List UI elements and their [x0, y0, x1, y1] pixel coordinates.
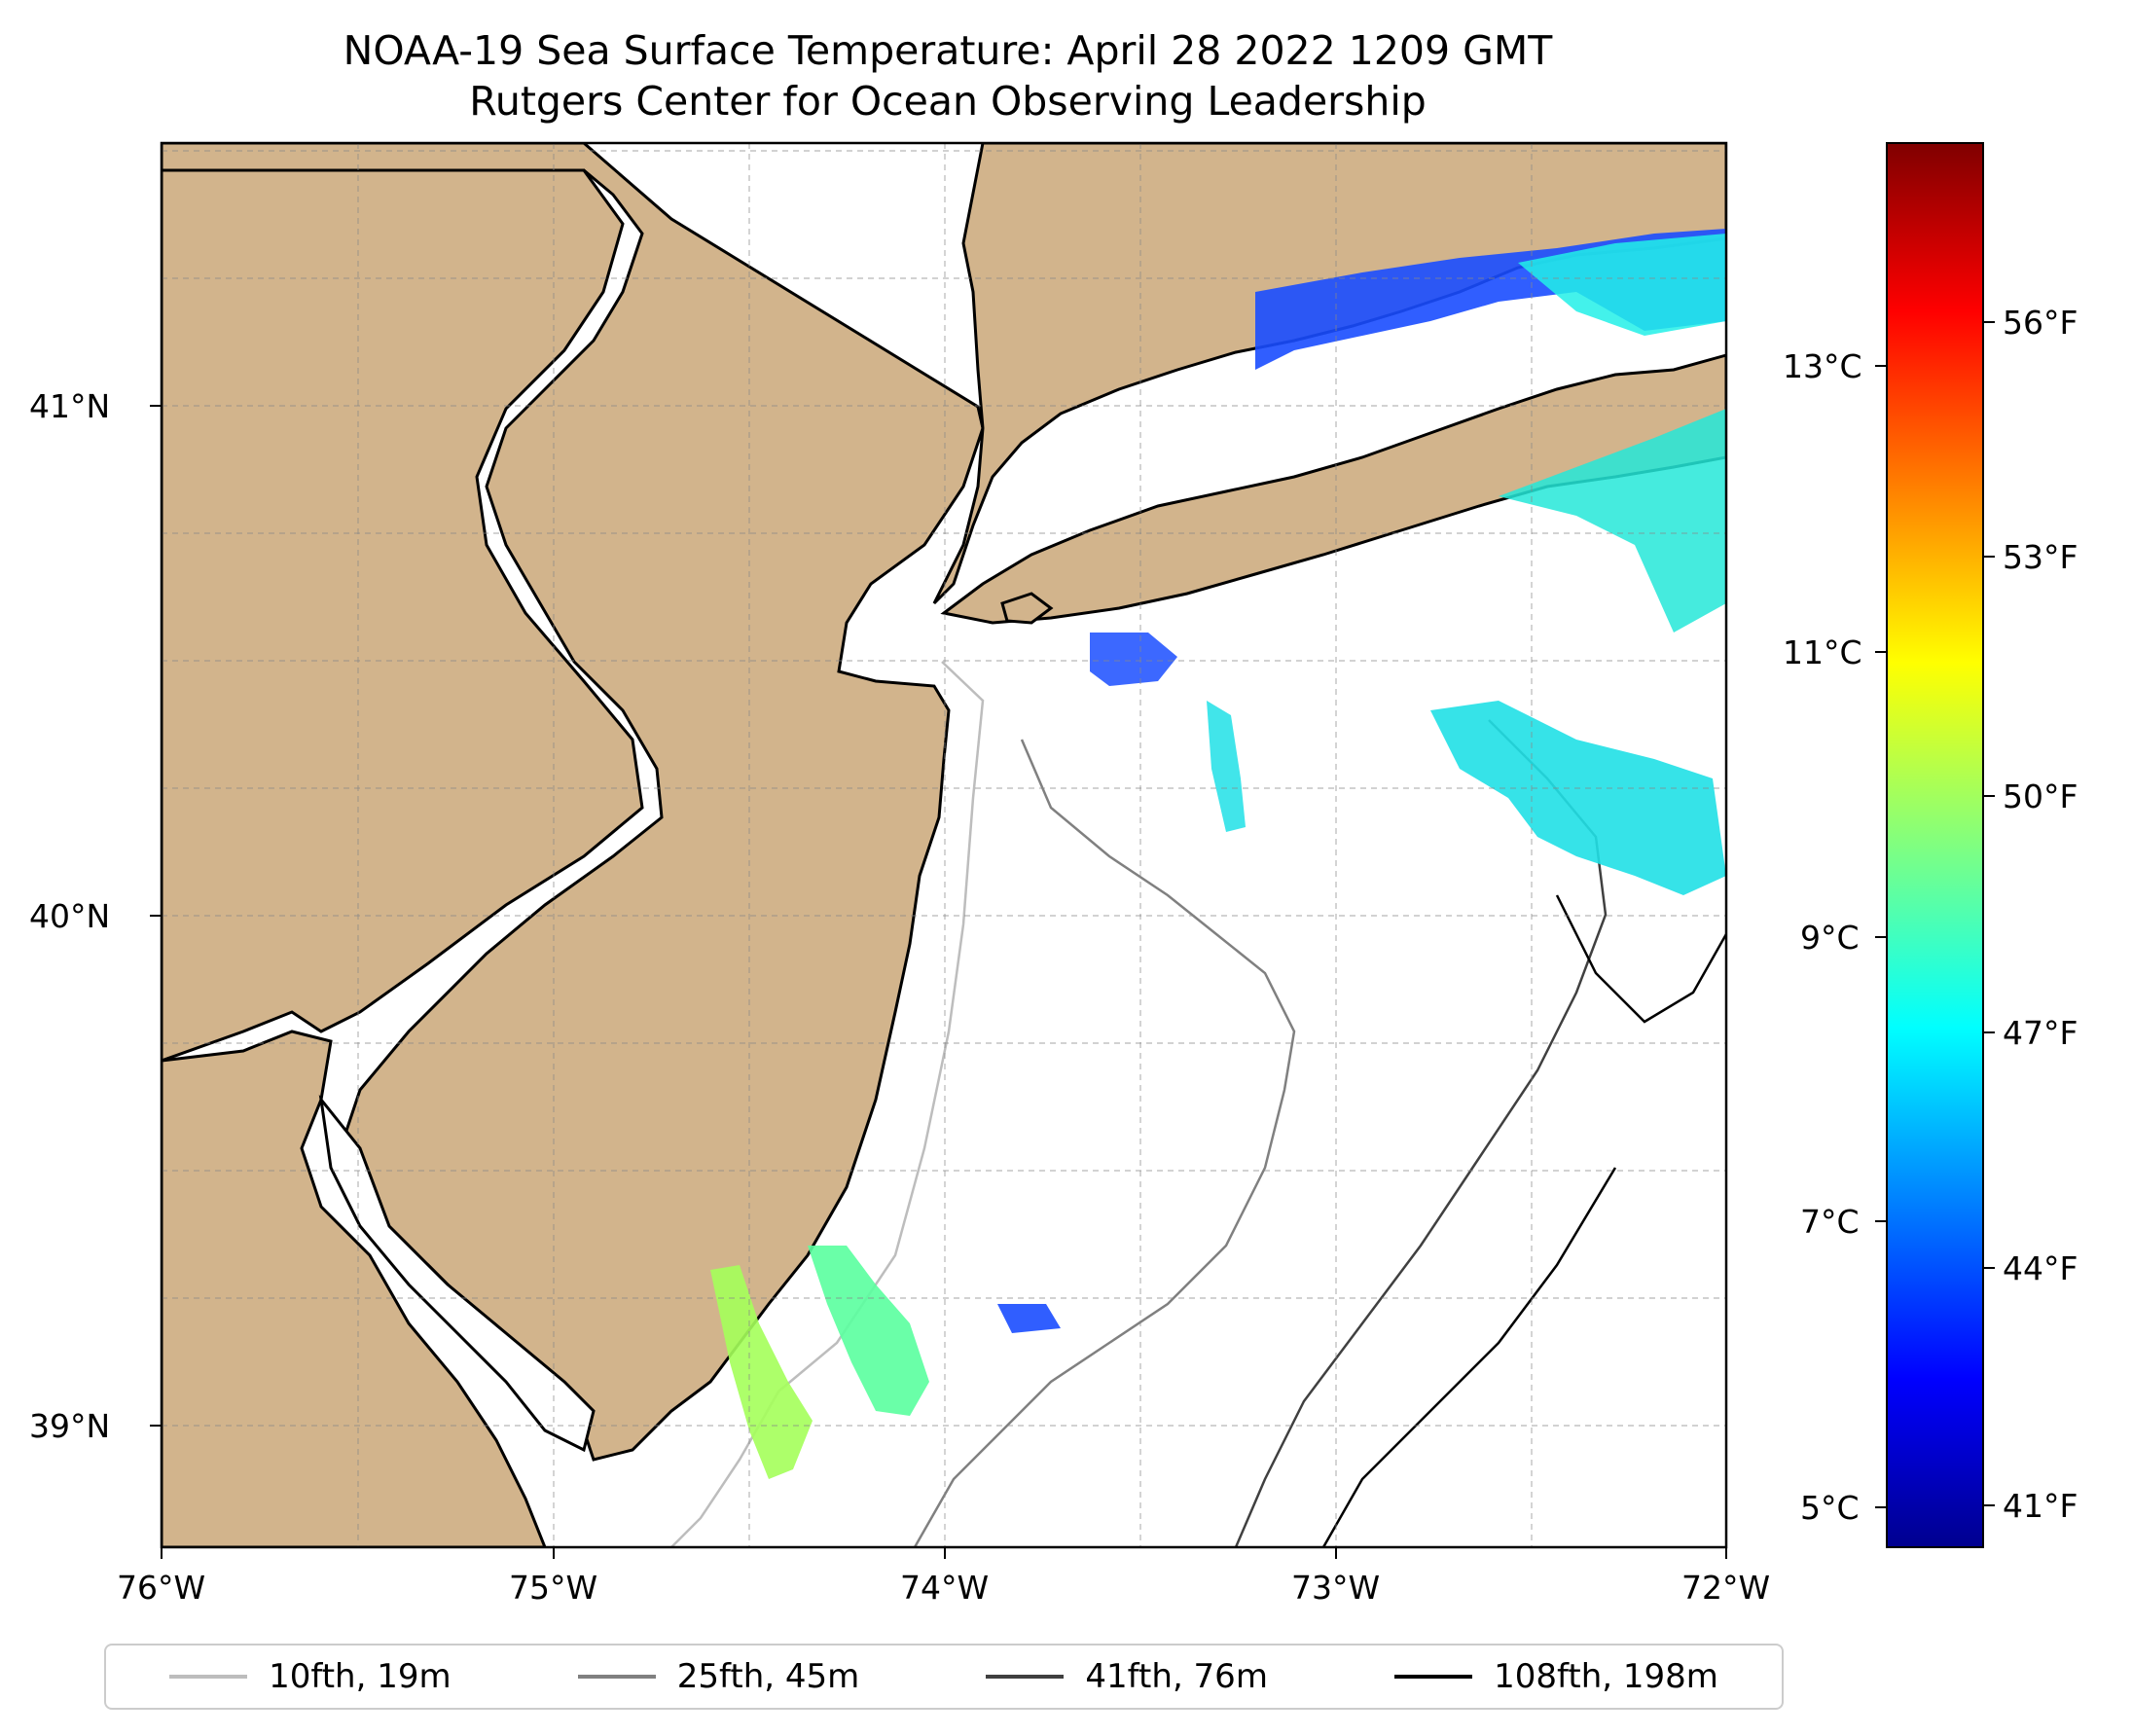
sst-patch-south-shore [1499, 409, 1726, 633]
legend-line-icon [169, 1675, 248, 1679]
legend-item-108fth: 108fth, 198m [1394, 1657, 1718, 1696]
sst-patch-bight-center [1207, 701, 1246, 832]
legend-line-icon [1394, 1675, 1473, 1679]
axis-ticks [150, 405, 1727, 1559]
chart-subtitle: Rutgers Center for Ocean Observing Leade… [469, 78, 1427, 125]
legend-item-41fth: 41fth, 76m [986, 1657, 1268, 1696]
contour-10fth [670, 661, 985, 1547]
sst-patch-sound-east [1518, 234, 1726, 336]
legend-line-icon [986, 1675, 1065, 1679]
lon-tick-label: 74°W [900, 1569, 990, 1607]
lon-tick-label: 73°W [1291, 1569, 1381, 1607]
colorbar-fahrenheit-label: 56°F [2003, 304, 2078, 342]
colorbar-celsius-label: 9°C [1800, 919, 1860, 957]
sst-patch-shelf-east [1430, 701, 1726, 895]
legend-label: 41fth, 76m [1085, 1657, 1268, 1696]
land-pennsylvania [162, 168, 644, 1063]
sst-patch-bight [1090, 633, 1177, 686]
colorbar-fahrenheit-label: 53°F [2003, 538, 2078, 576]
colorbar-celsius-label: 13°C [1783, 347, 1862, 385]
colorbar-celsius-label: 7°C [1800, 1203, 1860, 1241]
lon-tick-label: 76°W [117, 1569, 206, 1607]
colorbar-fahrenheit-label: 41°F [2003, 1487, 2078, 1525]
chart-title: NOAA-19 Sea Surface Temperature: April 2… [343, 27, 1553, 74]
lat-tick-label: 40°N [29, 897, 111, 935]
legend-label: 25fth, 45m [676, 1657, 860, 1696]
delaware-bay [318, 1094, 596, 1453]
legend-item-25fth: 25fth, 45m [577, 1657, 860, 1696]
lat-tick-label: 39°N [29, 1407, 111, 1445]
colorbar [1886, 142, 1984, 1548]
sst-patch-atlantic-city [808, 1246, 929, 1416]
lon-tick-label: 75°W [509, 1569, 598, 1607]
land-new-jersey [162, 143, 985, 1462]
land-long-island [940, 353, 1726, 625]
colorbar-celsius-label: 11°C [1783, 633, 1862, 671]
contour-108fth [1321, 894, 1726, 1547]
land-delaware [162, 1030, 547, 1547]
legend-label: 10fth, 19m [269, 1657, 452, 1696]
contour-25fth [913, 739, 1296, 1547]
colorbar-ticks [1875, 321, 1995, 1508]
lat-tick-label: 41°N [29, 387, 111, 425]
sst-patch-offshore [997, 1304, 1061, 1333]
colorbar-fahrenheit-label: 50°F [2003, 778, 2078, 815]
colorbar-fahrenheit-label: 47°F [2003, 1014, 2078, 1052]
lon-tick-label: 72°W [1681, 1569, 1771, 1607]
land-staten-island [1000, 592, 1054, 625]
lat-gridlines [162, 150, 1726, 1427]
legend: 10fth, 19m 25fth, 45m 41fth, 76m 108fth,… [104, 1644, 1784, 1710]
colorbar-celsius-label: 5°C [1800, 1489, 1860, 1527]
colorbar-fahrenheit-label: 44°F [2003, 1249, 2078, 1287]
legend-line-icon [577, 1675, 656, 1679]
legend-label: 108fth, 198m [1494, 1657, 1718, 1696]
legend-item-10fth: 10fth, 19m [169, 1657, 452, 1696]
